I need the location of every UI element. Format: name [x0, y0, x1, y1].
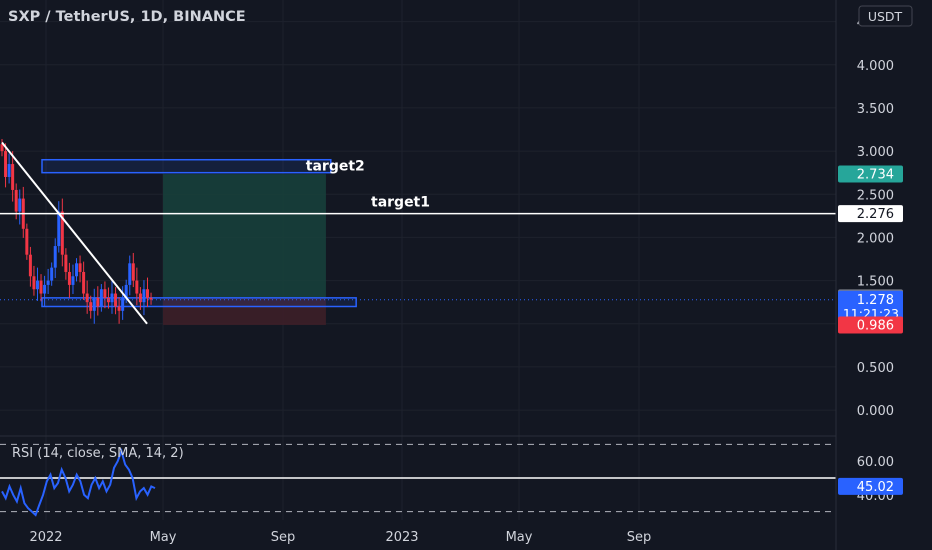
candle-body [32, 276, 36, 290]
candle-body [67, 271, 71, 285]
currency-button[interactable]: USDT [868, 9, 903, 24]
price-badge-stop [838, 316, 903, 334]
price-badge-value: 1.278 [857, 293, 894, 308]
target-zone [41, 297, 357, 308]
x-tick-label: May [150, 530, 177, 545]
currency-button-frame[interactable] [858, 5, 913, 27]
candle-body [78, 263, 82, 272]
annotation-zones [41, 158, 357, 325]
y-tick-label: 2.500 [857, 188, 894, 203]
candle-body [131, 263, 135, 281]
rsi-line [1, 447, 156, 517]
time-axis[interactable]: 2022 May Sep 2023 May Sep [29, 530, 651, 545]
target-label: target1 [371, 195, 430, 211]
x-tick-label: 2023 [385, 530, 418, 545]
loss-zone [163, 297, 326, 325]
rsi-value-badge [838, 477, 903, 495]
rsi-title: RSI (14, close, SMA, 14, 2) [12, 446, 184, 461]
target-zone [41, 158, 332, 174]
candle-body [149, 297, 153, 300]
y-tick-label: 3.000 [857, 145, 894, 160]
price-badge-value: 2.734 [857, 168, 894, 183]
candle-body [35, 280, 39, 290]
price-badge-level [838, 205, 903, 223]
candle-body [121, 297, 125, 311]
candle-body [142, 289, 146, 303]
candle-body [89, 302, 93, 311]
x-tick-label: 2022 [29, 530, 62, 545]
price-badge-target [838, 165, 903, 183]
symbol-title[interactable]: SXP / TetherUS, 1D, BINANCE [8, 9, 246, 25]
candle-body [128, 263, 132, 285]
price-badge-value: 0.986 [857, 318, 894, 333]
candle-body [60, 211, 64, 255]
price-badge-current [838, 290, 903, 321]
candle-body [43, 284, 47, 294]
candle-body [50, 267, 54, 281]
candle-body [135, 280, 139, 294]
candle-body [14, 189, 18, 212]
candle-body [82, 271, 86, 294]
candle-body [92, 297, 96, 311]
candle-body [7, 164, 11, 177]
y-tick-label: 1.500 [857, 275, 894, 290]
price-badge-value: 2.276 [857, 207, 894, 222]
candle-body [145, 289, 149, 298]
candle-body [28, 254, 32, 277]
x-tick-label: Sep [271, 530, 296, 545]
rsi-pane: RSI (14, close, SMA, 14, 2) [0, 443, 836, 517]
target-label: target2 [306, 159, 365, 175]
rsi-tick-label: 60.00 [857, 455, 894, 470]
candle-body [4, 151, 8, 177]
candle-body [39, 280, 43, 294]
candle-body [110, 293, 114, 303]
candle-body [71, 276, 75, 285]
x-tick-label: Sep [627, 530, 652, 545]
candle-body [18, 198, 22, 212]
profit-zone [163, 174, 326, 298]
candle-body [99, 289, 103, 307]
candle-body [103, 289, 107, 298]
candle-body [138, 293, 142, 303]
candle-body [96, 297, 100, 307]
candle-body [64, 254, 68, 272]
candle-body [46, 280, 50, 285]
y-tick-label: 3.500 [857, 102, 894, 117]
candle-body [124, 284, 128, 298]
candle-body [11, 164, 15, 190]
candle-body [0, 144, 4, 152]
candle-body [114, 293, 118, 307]
rsi-value: 45.02 [857, 480, 894, 495]
drawing-lines: target2 target1 [0, 141, 836, 325]
candle-body [25, 228, 29, 255]
y-tick-label: 2.000 [857, 231, 894, 246]
trendline [1, 141, 148, 325]
candle-body [57, 211, 61, 247]
y-tick-label: 0.000 [857, 404, 894, 419]
candle-body [75, 263, 79, 277]
candlestick-series [0, 139, 153, 324]
x-tick-label: May [506, 530, 533, 545]
y-tick-label: 4.000 [857, 59, 894, 74]
candle-body [85, 293, 89, 303]
candle-body [53, 246, 57, 268]
y-tick-label: 0.500 [857, 361, 894, 376]
candle-body [117, 306, 121, 311]
